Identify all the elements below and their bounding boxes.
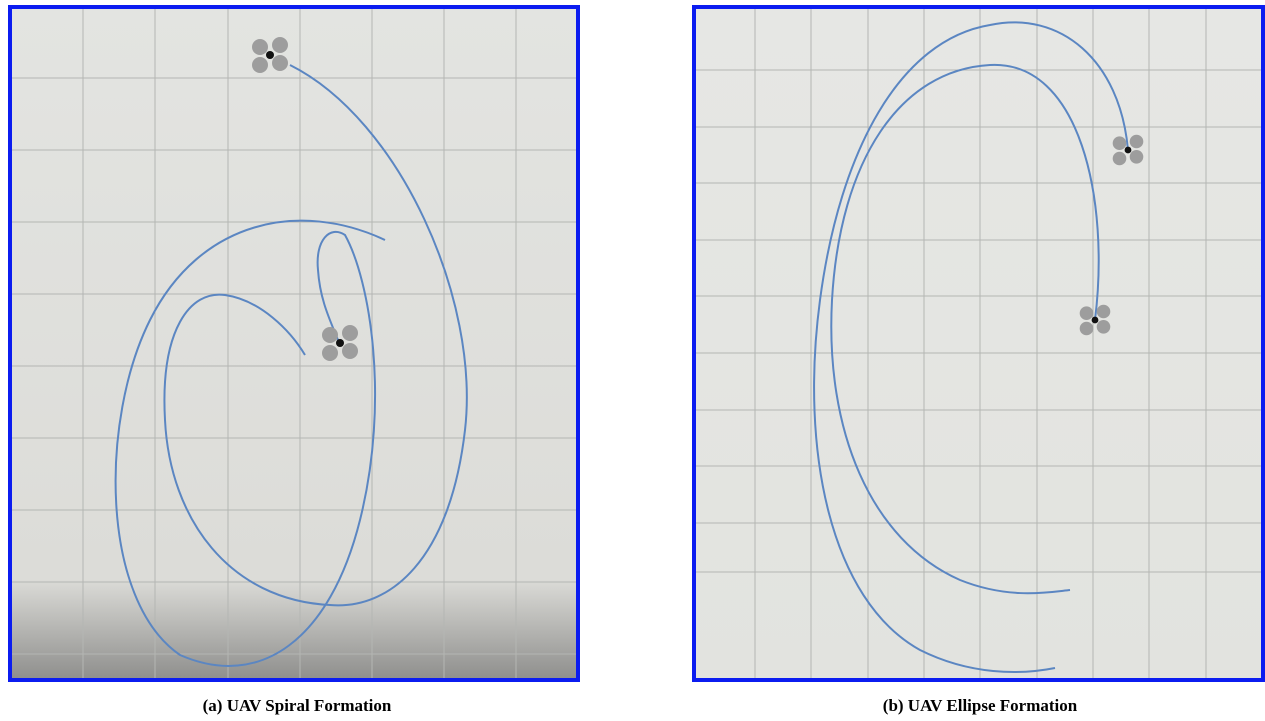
figure: (a) UAV Spiral Formation (b) UAV Ellipse…	[0, 0, 1265, 721]
panel-a	[10, 7, 578, 680]
caption: (a) UAV Spiral Formation	[203, 696, 392, 715]
page: (a) UAV Spiral Formation (b) UAV Ellipse…	[0, 0, 1265, 721]
panel-b	[694, 7, 1263, 680]
caption: (b) UAV Ellipse Formation	[883, 696, 1078, 715]
